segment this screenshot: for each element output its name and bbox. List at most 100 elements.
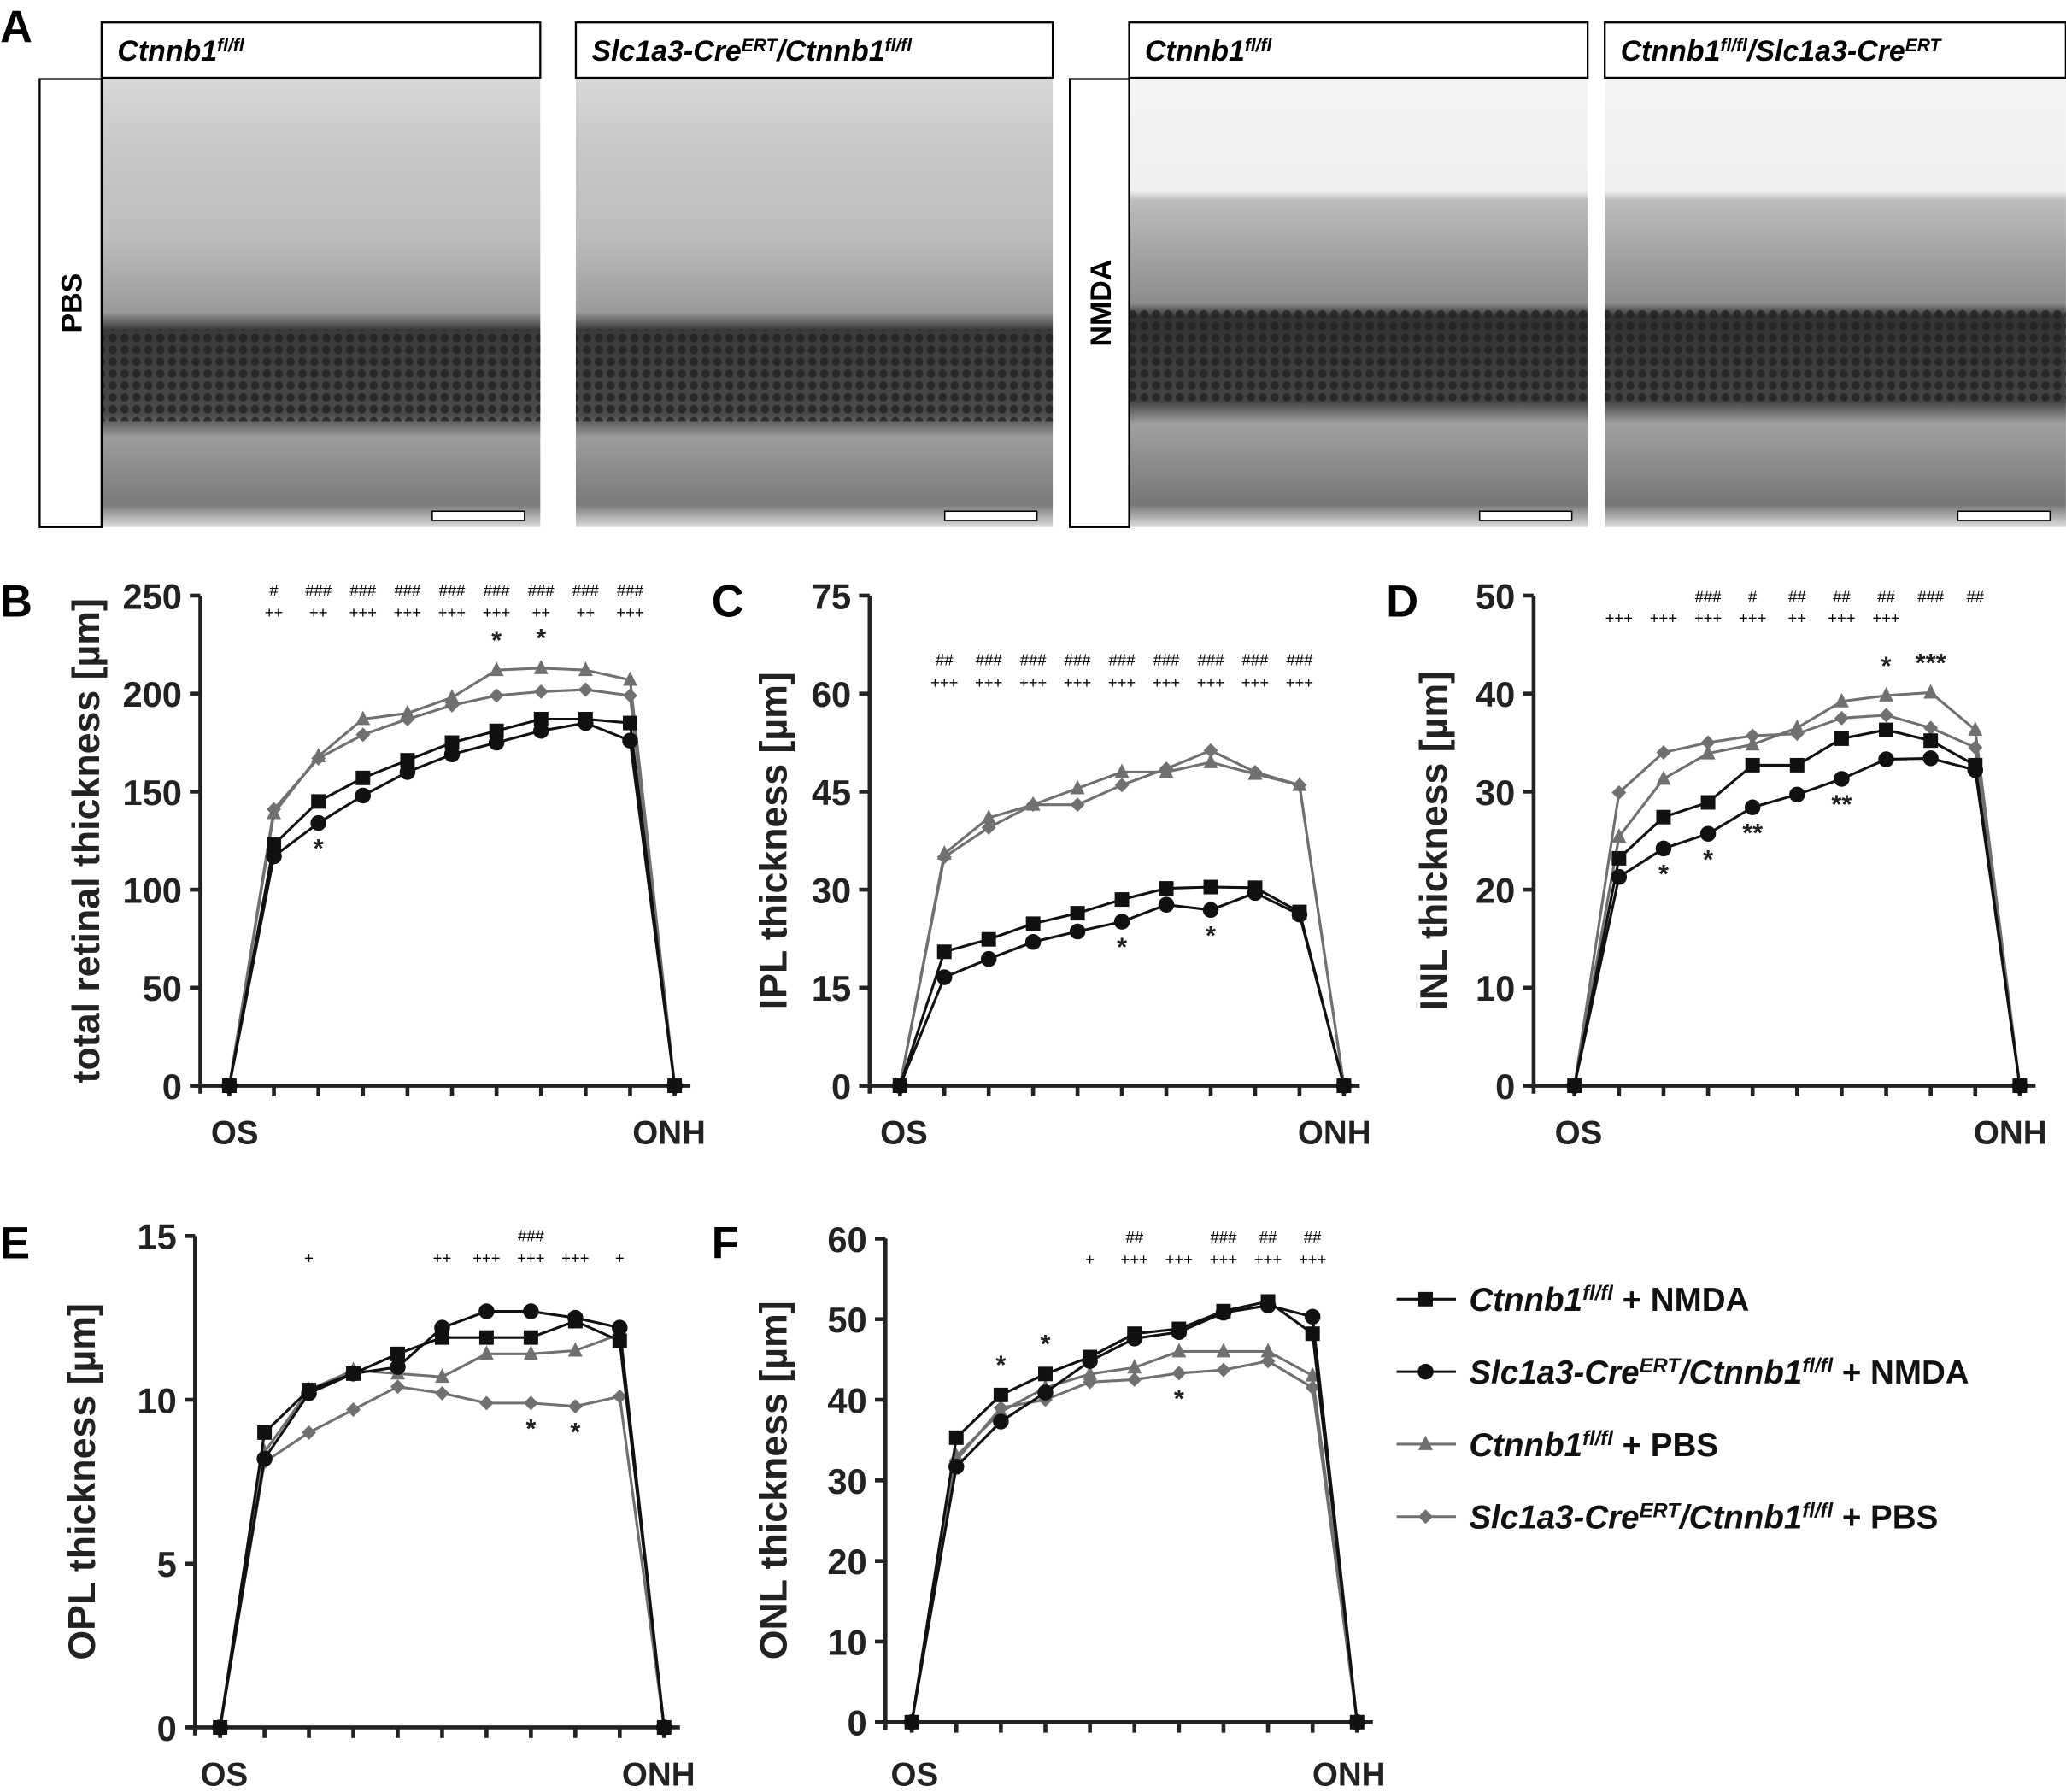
- y-axis-label: OPL thickness [µm]: [62, 1303, 103, 1660]
- data-point-diamond: [1114, 778, 1130, 793]
- data-point-circle: [434, 1319, 450, 1336]
- data-point-diamond: [612, 1389, 627, 1404]
- y-tick-label: 150: [122, 773, 181, 813]
- significance-mark: +++: [1605, 608, 1633, 626]
- series-line-square: [227, 717, 677, 1086]
- data-point-square: [257, 1425, 273, 1440]
- series-circle: [903, 1297, 1365, 1730]
- data-point-diamond: [1203, 743, 1218, 758]
- data-point-triangle: [1745, 736, 1760, 751]
- panel-letter-c: C: [712, 578, 744, 627]
- legend-item-circle: Slc1a3-CreERT/Ctnnb1fl/fl + NMDA: [1396, 1354, 1969, 1391]
- data-point-triangle: [434, 1368, 449, 1384]
- data-point-square: [623, 715, 637, 731]
- significance-mark: ++: [265, 603, 284, 621]
- data-point-circle: [1335, 1078, 1353, 1094]
- significance-star: *: [1881, 650, 1892, 680]
- data-point-circle: [948, 1459, 965, 1475]
- significance-mark: +++: [1254, 1250, 1282, 1268]
- data-point-diamond: [936, 849, 952, 865]
- x-tick-label-os: OS: [1555, 1114, 1603, 1151]
- triangle-icon: [1418, 1435, 1433, 1450]
- x-tick-label-os: OS: [890, 1756, 938, 1792]
- data-point-diamond: [1292, 778, 1307, 793]
- data-point-diamond: [523, 1395, 538, 1411]
- legend-item-diamond: Slc1a3-CreERT/Ctnnb1fl/fl + PBS: [1396, 1499, 1938, 1536]
- data-point-circle: [1304, 1308, 1321, 1325]
- data-point-diamond: [489, 688, 504, 703]
- data-point-diamond: [311, 750, 326, 766]
- row-label-box-pbs: [38, 78, 103, 528]
- data-point-square: [1923, 733, 1939, 749]
- significance-mark: +++: [975, 673, 1002, 691]
- data-point-circle: [1215, 1304, 1232, 1321]
- data-point-square: [612, 1333, 627, 1348]
- y-tick-label: 250: [122, 576, 181, 616]
- series-square: [221, 712, 683, 1094]
- panel-letter-a: A: [0, 3, 32, 52]
- x-tick-label-onh: ONH: [1312, 1756, 1386, 1792]
- data-point-triangle: [1305, 1366, 1320, 1382]
- data-point-triangle: [523, 1345, 538, 1360]
- data-point-triangle: [1260, 1343, 1276, 1358]
- data-point-diamond: [355, 727, 371, 743]
- data-point-triangle: [1923, 684, 1939, 699]
- significance-mark: +++: [349, 603, 377, 621]
- y-tick-label: 50: [143, 968, 182, 1008]
- data-point-diamond: [1834, 710, 1849, 726]
- data-point-circle: [980, 950, 997, 967]
- retina-micrograph: [575, 79, 1054, 527]
- y-tick-label: 20: [1476, 871, 1515, 911]
- significance-mark: +++: [472, 1249, 500, 1267]
- data-point-diamond: [623, 688, 637, 703]
- data-point-circle: [390, 1359, 406, 1375]
- column-header-genotype: Ctnnb1fl/fl: [117, 35, 244, 68]
- legend: Ctnnb1fl/fl + NMDA Slc1a3-CreERT/Ctnnb1fl…: [1396, 1282, 1969, 1536]
- y-axis-label: IPL thickness [µm]: [754, 672, 795, 1009]
- micrograph-image: [101, 79, 541, 527]
- y-tick-label: 0: [831, 1066, 851, 1107]
- series-circle: [892, 884, 1353, 1094]
- significance-star: *: [536, 623, 546, 653]
- y-axis-label: total retinal thickness [µm]: [66, 598, 108, 1083]
- data-point-circle: [355, 787, 372, 804]
- column-header-box: [1128, 21, 1589, 79]
- x-tick-label-onh: ONH: [622, 1756, 696, 1792]
- significance-mark: #: [269, 581, 279, 599]
- data-point-diamond: [1745, 728, 1760, 743]
- panel-a-micrographs: A Ctnnb1fl/fl Slc1a3-CreERT/Ctnnb1fl/fl Ctn…: [0, 3, 2066, 528]
- y-tick-label: 30: [812, 871, 851, 911]
- series-line-square: [1573, 728, 2022, 1086]
- significance-star: *: [570, 1417, 580, 1447]
- data-point-diamond: [1656, 745, 1671, 760]
- data-point-circle: [310, 814, 326, 831]
- data-point-triangle: [1968, 721, 1983, 737]
- data-point-triangle: [478, 1345, 494, 1360]
- data-point-circle: [903, 1714, 920, 1730]
- significance-star: *: [314, 833, 324, 863]
- significance-mark: +++: [1197, 673, 1224, 691]
- significance-star: **: [1742, 818, 1763, 848]
- series-triangle: [904, 1343, 1365, 1729]
- square-icon: [1418, 1291, 1433, 1307]
- data-point-square: [523, 1330, 538, 1345]
- data-point-circle: [993, 1413, 1009, 1430]
- significance-mark: ###: [617, 581, 644, 599]
- significance-mark: +++: [1828, 608, 1855, 626]
- data-point-square: [489, 723, 504, 738]
- significance-star: *: [1703, 844, 1713, 874]
- data-point-triangle: [1879, 686, 1894, 702]
- data-point-square: [1159, 881, 1174, 896]
- outer-nuclear-layer: [101, 329, 541, 422]
- significance-mark: #: [1748, 588, 1758, 606]
- significance-mark: +++: [930, 673, 958, 691]
- data-point-triangle: [1171, 1343, 1187, 1358]
- data-point-circle: [1171, 1324, 1188, 1341]
- retina-micrograph: [101, 79, 541, 527]
- data-point-square: [1038, 1366, 1053, 1382]
- data-point-circle: [1024, 934, 1042, 950]
- significance-mark: ##: [1966, 588, 1984, 606]
